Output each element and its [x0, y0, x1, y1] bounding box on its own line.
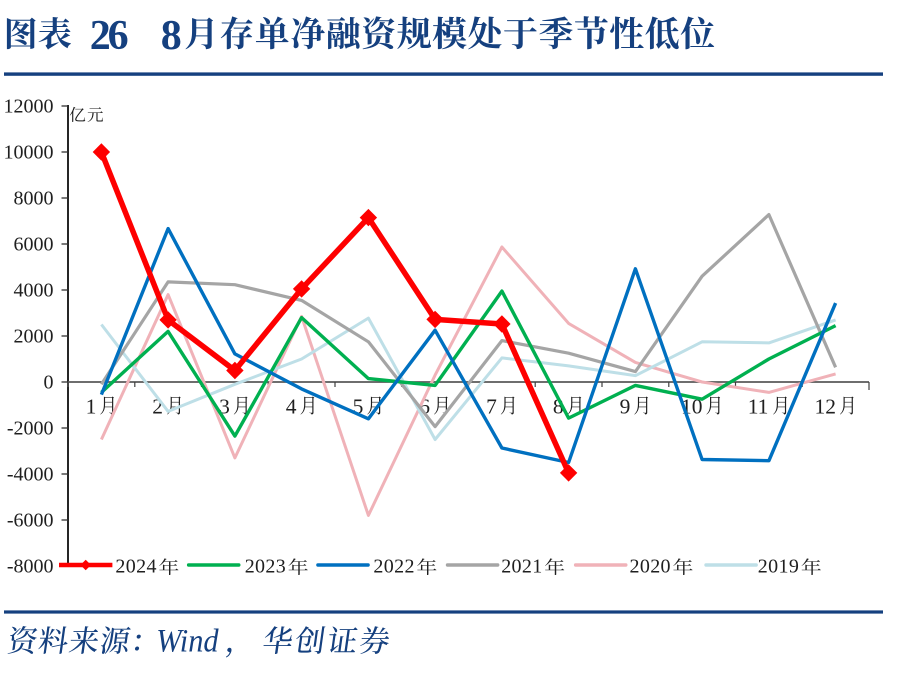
svg-text:26: 26 [90, 13, 128, 59]
svg-text:12000: 12000 [4, 96, 54, 118]
svg-text:6: 6 [419, 394, 430, 418]
svg-text:2: 2 [152, 394, 163, 418]
svg-text:1: 1 [86, 394, 97, 418]
svg-text:8: 8 [161, 13, 182, 59]
svg-text:11: 11 [748, 394, 769, 418]
svg-text:-8000: -8000 [7, 556, 54, 578]
svg-text:0: 0 [44, 372, 54, 394]
svg-text:8000: 8000 [14, 188, 54, 210]
svg-text:6000: 6000 [14, 234, 54, 256]
svg-text:2021: 2021 [501, 555, 542, 577]
svg-text:3: 3 [219, 394, 230, 418]
svg-text:2024: 2024 [115, 555, 156, 577]
svg-text:8: 8 [553, 394, 564, 418]
svg-text:2000: 2000 [14, 326, 54, 348]
svg-text:12: 12 [815, 394, 837, 418]
svg-text:2023: 2023 [245, 555, 286, 577]
svg-text:-2000: -2000 [7, 418, 54, 440]
svg-text:5: 5 [353, 394, 364, 418]
svg-text:7: 7 [486, 394, 497, 418]
svg-text:-4000: -4000 [7, 464, 54, 486]
svg-text:2020: 2020 [630, 555, 671, 577]
svg-text:2019: 2019 [758, 555, 799, 577]
svg-text:9: 9 [620, 394, 631, 418]
svg-text:4000: 4000 [14, 280, 54, 302]
svg-text:10000: 10000 [4, 142, 54, 164]
svg-text:2022: 2022 [373, 555, 414, 577]
svg-text:4: 4 [286, 394, 297, 418]
svg-text:Wind: Wind [156, 622, 219, 658]
svg-text:-6000: -6000 [7, 510, 54, 532]
